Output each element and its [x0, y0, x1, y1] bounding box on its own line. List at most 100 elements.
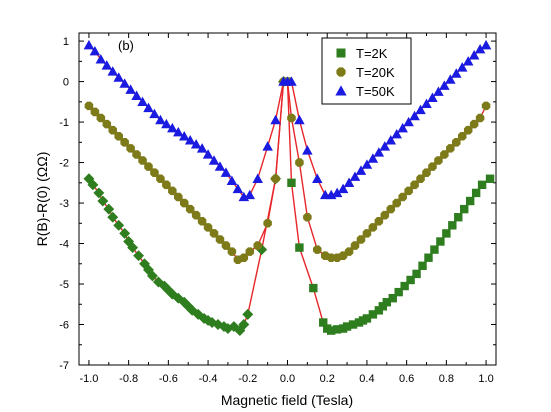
data-point-t-2k: [166, 288, 178, 300]
x-tick-label: 0.2: [320, 373, 335, 385]
data-point-t-50k: [302, 145, 313, 155]
x-tick-label: -1.0: [79, 373, 98, 385]
data-point-t-20k: [215, 235, 225, 244]
data-point-t-20k: [356, 235, 366, 244]
data-point-t-2k: [309, 283, 318, 293]
data-point-t-2k: [382, 298, 391, 307]
data-point-t-2k: [238, 319, 250, 330]
data-point-t-20k: [253, 241, 262, 250]
data-point-t-20k: [452, 138, 461, 147]
data-point-t-2k: [477, 180, 487, 190]
series-markers: [83, 39, 495, 337]
data-point-t-2k: [448, 221, 457, 230]
data-point-t-20k: [185, 204, 195, 214]
data-point-t-20k: [271, 174, 280, 184]
data-point-t-20k: [422, 168, 431, 177]
data-point-t-20k: [191, 210, 201, 220]
data-point-t-50k: [474, 43, 486, 54]
x-tick-label: 1.0: [478, 373, 493, 385]
data-point-t-2k: [400, 281, 409, 291]
data-point-t-2k: [326, 326, 336, 335]
data-point-t-50k: [337, 183, 349, 194]
legend-label-t-20k: T=20K: [356, 65, 395, 80]
axis-tick-labels: -1.0 -0.8 -0.6 -0.4 -0.2 0.0 0.2 0.4 0.6 0.8 1.0 -7…: [59, 36, 494, 385]
data-point-t-2k: [218, 321, 230, 332]
data-point-t-50k: [131, 90, 142, 100]
data-point-t-50k: [385, 135, 397, 145]
data-point-t-2k: [119, 227, 131, 239]
y-tick-label: -7: [59, 360, 69, 372]
data-point-t-20k: [96, 113, 106, 123]
data-point-t-20k: [446, 144, 455, 153]
y-tick-label: -3: [59, 198, 69, 210]
data-point-t-20k: [295, 158, 304, 167]
data-point-t-2k: [485, 174, 495, 183]
data-point-t-2k: [412, 269, 421, 279]
data-point-t-20k: [303, 212, 312, 222]
data-point-t-50k: [343, 177, 355, 188]
data-point-t-20k: [386, 204, 396, 214]
data-point-t-20k: [398, 192, 407, 202]
data-point-t-20k: [126, 144, 135, 153]
data-point-t-2k: [158, 280, 170, 292]
data-point-t-20k: [457, 131, 467, 141]
data-point-t-50k: [173, 126, 184, 137]
data-point-t-20k: [168, 186, 177, 196]
data-point-t-2k: [342, 322, 352, 331]
y-tick-label: -2: [59, 158, 69, 170]
data-point-t-20k: [374, 216, 384, 226]
data-point-t-20k: [463, 125, 473, 135]
data-point-t-20k: [404, 186, 413, 196]
data-point-t-2k: [162, 284, 174, 296]
data-point-t-50k: [391, 128, 402, 139]
data-point-t-20k: [156, 174, 165, 184]
data-point-t-50k: [331, 187, 343, 198]
data-point-t-2k: [97, 195, 109, 207]
data-point-t-20k: [144, 162, 153, 171]
data-point-t-2k: [123, 236, 135, 247]
data-point-t-2k: [424, 253, 433, 262]
data-point-t-2k: [348, 320, 358, 329]
data-point-t-20k: [90, 107, 100, 117]
data-point-t-2k: [113, 219, 125, 231]
data-point-t-20k: [416, 174, 425, 184]
data-point-t-50k: [427, 92, 438, 102]
data-point-t-2k: [319, 318, 328, 327]
data-point-t-20k: [120, 138, 129, 147]
data-point-t-2k: [93, 187, 105, 199]
data-point-t-50k: [409, 110, 420, 121]
data-point-t-2k: [107, 211, 119, 223]
y-axis-title: R(B)-R(0) (ΩΩ): [34, 152, 50, 247]
data-point-t-50k: [232, 183, 244, 194]
data-point-t-2k: [139, 258, 150, 270]
data-point-t-50k: [367, 153, 379, 163]
data-point-t-50k: [101, 60, 113, 70]
data-point-t-2k: [368, 310, 378, 319]
data-point-t-2k: [133, 250, 145, 262]
data-point-t-50k: [178, 130, 190, 141]
data-point-t-50k: [462, 56, 474, 66]
y-tick-label: 0: [63, 77, 69, 89]
data-point-t-50k: [355, 165, 367, 175]
data-point-t-50k: [202, 149, 214, 159]
data-point-t-2k: [242, 308, 254, 320]
legend-marker-t-50k: [335, 85, 347, 96]
data-point-t-50k: [468, 50, 480, 60]
panel-label: (b): [118, 38, 134, 53]
data-point-t-50k: [149, 108, 160, 119]
data-point-t-2k: [460, 204, 469, 214]
data-point-t-50k: [214, 161, 226, 171]
y-tick-label: -4: [59, 239, 69, 251]
data-point-t-20k: [108, 125, 118, 135]
data-point-t-20k: [475, 113, 485, 123]
data-point-t-50k: [190, 139, 202, 149]
data-point-t-20k: [84, 101, 94, 111]
data-point-t-50k: [433, 86, 444, 96]
data-point-t-50k: [184, 135, 196, 145]
data-point-t-2k: [430, 245, 439, 254]
data-point-t-50k: [220, 167, 232, 177]
data-point-t-50k: [252, 173, 263, 183]
data-point-t-2k: [103, 203, 115, 215]
data-point-t-50k: [415, 104, 426, 115]
data-point-t-50k: [456, 62, 468, 72]
